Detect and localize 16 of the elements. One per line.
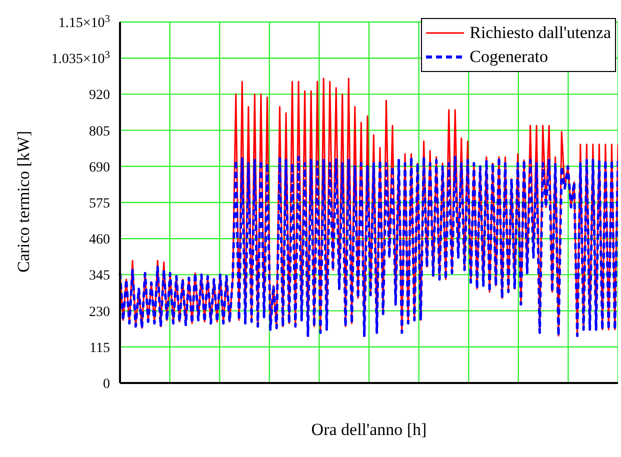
y-tick-label: 690 <box>89 160 110 176</box>
y-tick-label: 230 <box>89 304 110 320</box>
x-axis-title: Ora dell'anno [h] <box>311 420 427 439</box>
y-tick-label: 1.035×10$^{3}$ <box>51 50 110 68</box>
y-tick-label: 920 <box>89 88 110 104</box>
y-tick-label: 460 <box>89 232 110 248</box>
line-series <box>118 156 618 338</box>
y-tick-label: 575 <box>89 196 110 212</box>
legend-label: Cogenerato <box>470 46 548 68</box>
y-tick-label: 805 <box>89 124 110 140</box>
legend-label: Richiesto dall'utenza <box>470 22 611 44</box>
y-axis-title: Carico termico [kW] <box>14 130 34 272</box>
y-tick-label: 115 <box>90 340 110 356</box>
y-tick-label: 0 <box>103 377 110 392</box>
y-tick-label: 1.15×10$^{3}$ <box>58 14 110 31</box>
y-tick-label: 345 <box>89 268 110 284</box>
